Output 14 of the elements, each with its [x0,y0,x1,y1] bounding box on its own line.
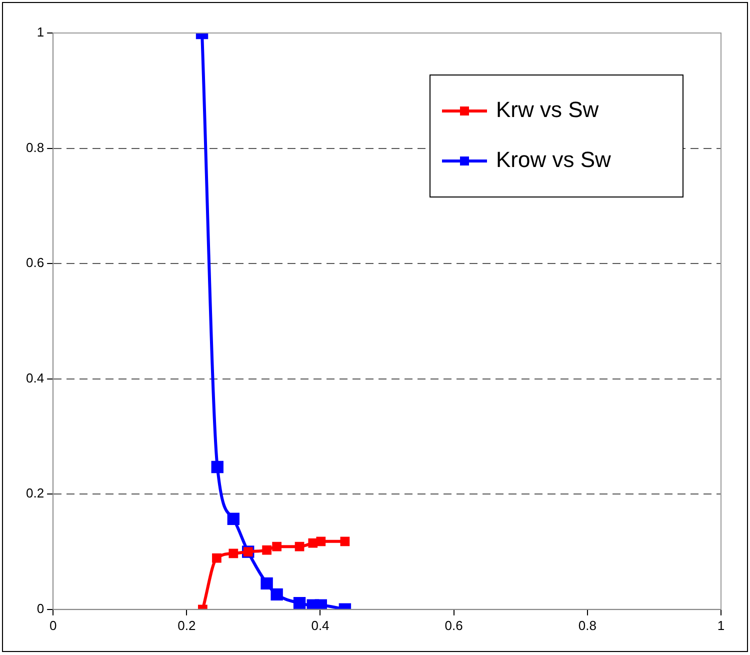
y-tick-label: 0 [36,600,44,616]
x-tick-label: 0.8 [578,618,596,633]
legend-label: Krow vs Sw [496,147,612,172]
y-tick-label: 0.6 [26,255,44,270]
x-tick-label: 0 [49,618,57,633]
y-tick-label: 0.2 [26,486,44,501]
y-tick-label: 1 [36,24,44,40]
x-tick-label: 0.4 [311,618,330,633]
x-tick-label: 1 [717,618,725,633]
y-tick-label: 0.4 [26,370,44,386]
legend-label: Krw vs Sw [496,97,599,122]
x-tick-label: 0.6 [444,618,463,633]
y-tick-label: 0.8 [26,140,44,155]
x-tick-label: 0.2 [178,618,196,633]
